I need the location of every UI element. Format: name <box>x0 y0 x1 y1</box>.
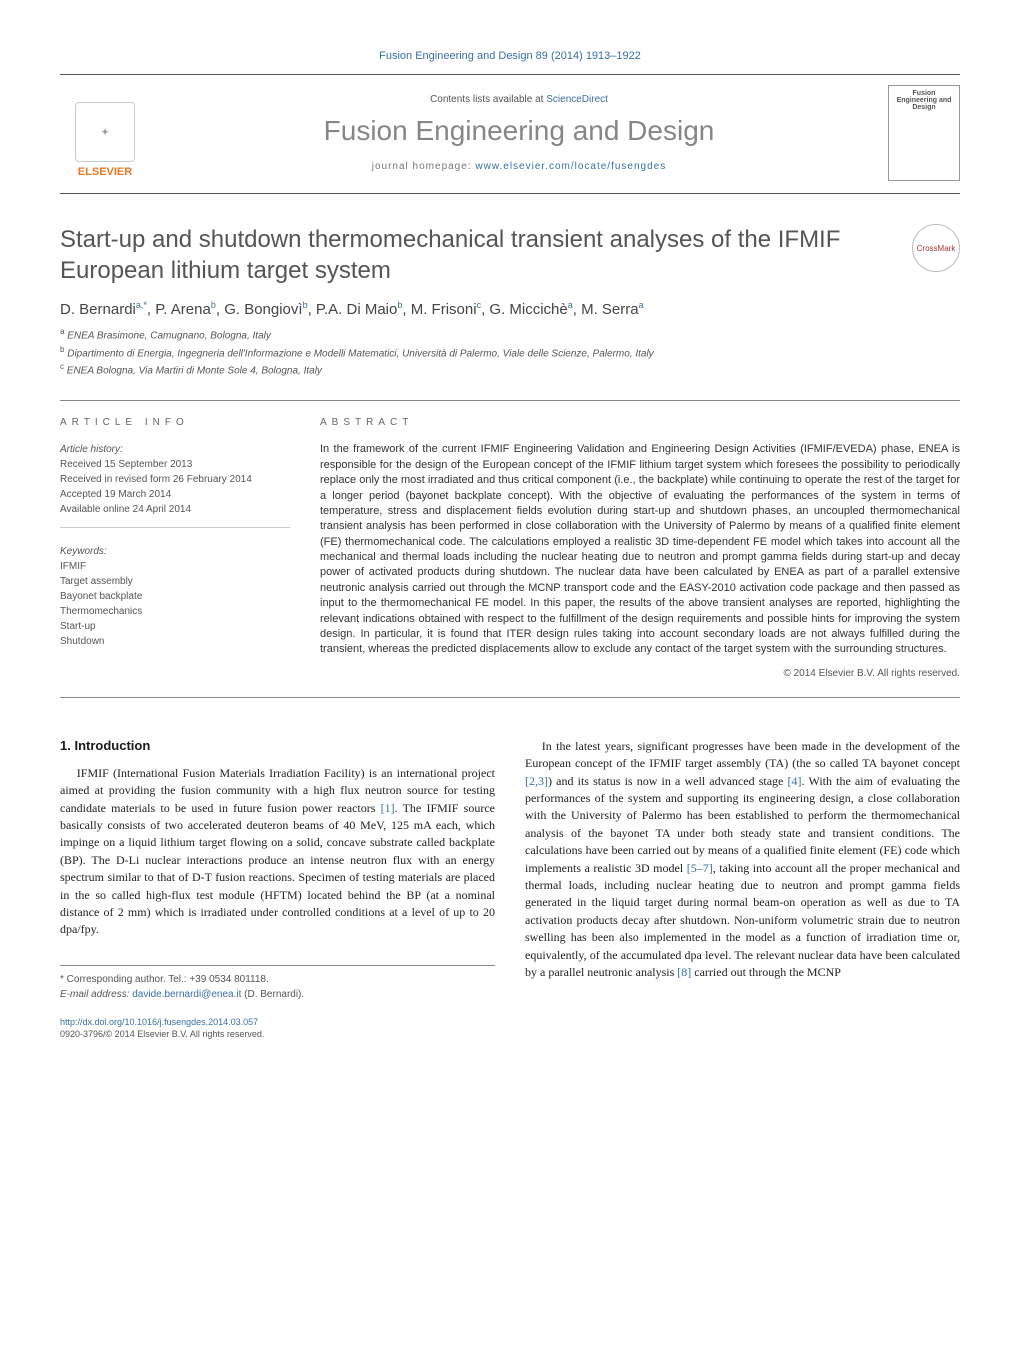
article-info-label: ARTICLE INFO <box>60 417 290 428</box>
affiliation-a-text: ENEA Brasimone, Camugnano, Bologna, Ital… <box>67 331 271 342</box>
keyword-item: Start-up <box>60 619 290 634</box>
contents-prefix: Contents lists available at <box>430 94 546 105</box>
body-columns: 1. Introduction IFMIF (International Fus… <box>60 738 960 1041</box>
publisher-name: ELSEVIER <box>78 166 132 178</box>
keyword-item: Shutdown <box>60 634 290 649</box>
masthead: ✦ ELSEVIER Contents lists available at S… <box>60 74 960 194</box>
sciencedirect-link[interactable]: ScienceDirect <box>546 94 608 105</box>
history-revised: Received in revised form 26 February 201… <box>60 472 290 487</box>
crossmark-badge[interactable]: CrossMark <box>912 224 960 272</box>
keywords-list: IFMIFTarget assemblyBayonet backplateThe… <box>60 559 290 649</box>
ref-link[interactable]: [5–7] <box>687 861 713 875</box>
corresponding-author: * Corresponding author. Tel.: +39 0534 8… <box>60 972 495 987</box>
header-citation: Fusion Engineering and Design 89 (2014) … <box>60 50 960 62</box>
ref-link[interactable]: [4] <box>788 774 802 788</box>
article-history-block: Article history: Received 15 September 2… <box>60 442 290 528</box>
ref-link[interactable]: [2,3] <box>525 774 548 788</box>
doi-block: http://dx.doi.org/10.1016/j.fusengdes.20… <box>60 1016 495 1041</box>
journal-name: Fusion Engineering and Design <box>168 115 870 147</box>
history-label: Article history: <box>60 442 290 457</box>
email-line: E-mail address: davide.bernardi@enea.it … <box>60 987 495 1002</box>
abstract-text: In the framework of the current IFMIF En… <box>320 442 960 657</box>
ref-link[interactable]: [8] <box>677 965 691 979</box>
issn-line: 0920-3796/© 2014 Elsevier B.V. All right… <box>60 1028 495 1041</box>
affiliation-a: a ENEA Brasimone, Camugnano, Bologna, It… <box>60 326 960 343</box>
history-received: Received 15 September 2013 <box>60 457 290 472</box>
history-online: Available online 24 April 2014 <box>60 502 290 517</box>
keyword-item: Target assembly <box>60 574 290 589</box>
contents-line: Contents lists available at ScienceDirec… <box>168 94 870 105</box>
affiliations: a ENEA Brasimone, Camugnano, Bologna, It… <box>60 326 960 378</box>
affiliation-b: b Dipartimento di Energia, Ingegneria de… <box>60 344 960 361</box>
footnote-block: * Corresponding author. Tel.: +39 0534 8… <box>60 965 495 1002</box>
body-col-left: 1. Introduction IFMIF (International Fus… <box>60 738 495 1041</box>
homepage-line: journal homepage: www.elsevier.com/locat… <box>168 161 870 172</box>
keyword-item: Bayonet backplate <box>60 589 290 604</box>
article-title: Start-up and shutdown thermomechanical t… <box>60 224 892 286</box>
doi-link[interactable]: http://dx.doi.org/10.1016/j.fusengdes.20… <box>60 1017 258 1027</box>
intro-para-1: IFMIF (International Fusion Materials Ir… <box>60 765 495 939</box>
keywords-block: Keywords: IFMIFTarget assemblyBayonet ba… <box>60 544 290 659</box>
publisher-tree-icon: ✦ <box>75 102 135 162</box>
corr-text: Corresponding author. Tel.: +39 0534 801… <box>67 974 269 985</box>
email-label: E-mail address: <box>60 989 132 1000</box>
keywords-label: Keywords: <box>60 544 290 559</box>
authors-line: D. Bernardia,*, P. Arenab, G. Bongiovìb,… <box>60 300 960 318</box>
email-link[interactable]: davide.bernardi@enea.it <box>132 989 241 1000</box>
homepage-prefix: journal homepage: <box>372 161 476 172</box>
keyword-item: IFMIF <box>60 559 290 574</box>
ref-link[interactable]: [1] <box>381 801 395 815</box>
abstract-copyright: © 2014 Elsevier B.V. All rights reserved… <box>320 668 960 679</box>
homepage-link[interactable]: www.elsevier.com/locate/fusengdes <box>475 161 666 172</box>
publisher-logo: ✦ ELSEVIER <box>60 88 150 178</box>
masthead-center: Contents lists available at ScienceDirec… <box>168 94 870 172</box>
affiliation-b-text: Dipartimento di Energia, Ingegneria dell… <box>67 348 653 359</box>
intro-para-2: In the latest years, significant progres… <box>525 738 960 981</box>
journal-cover: Fusion Engineering and Design <box>888 85 960 181</box>
abstract-label: ABSTRACT <box>320 417 960 428</box>
affiliation-c-text: ENEA Bologna, Via Martiri di Monte Sole … <box>67 365 322 376</box>
intro-heading: 1. Introduction <box>60 738 495 753</box>
history-accepted: Accepted 19 March 2014 <box>60 487 290 502</box>
abstract-column: ABSTRACT In the framework of the current… <box>320 417 960 678</box>
affiliation-c: c ENEA Bologna, Via Martiri di Monte Sol… <box>60 361 960 378</box>
article-info-column: ARTICLE INFO Article history: Received 1… <box>60 417 290 678</box>
body-col-right: In the latest years, significant progres… <box>525 738 960 1041</box>
journal-cover-title: Fusion Engineering and Design <box>893 90 955 111</box>
keyword-item: Thermomechanics <box>60 604 290 619</box>
email-person: (D. Bernardi). <box>241 989 304 1000</box>
